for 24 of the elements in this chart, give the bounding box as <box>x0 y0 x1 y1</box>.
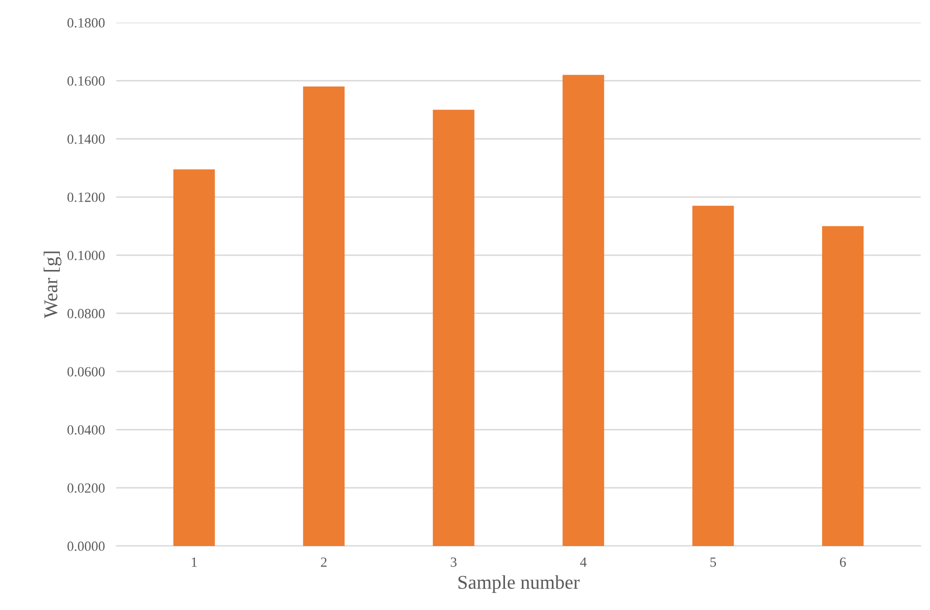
x-tick-label: 3 <box>450 558 457 567</box>
bar <box>822 226 864 546</box>
x-tick-label: 5 <box>710 558 716 567</box>
bar <box>432 110 474 546</box>
y-tick-label: 0.1600 <box>67 76 105 86</box>
bar <box>692 206 734 546</box>
y-tick-label: 0.0800 <box>67 308 105 318</box>
y-tick-label: 0.0000 <box>67 542 105 551</box>
x-tick-label: 4 <box>580 558 587 567</box>
bar <box>173 169 215 546</box>
x-tick-label: 2 <box>320 558 327 567</box>
x-tick-label: 1 <box>192 558 197 567</box>
y-tick-label: 0.1800 <box>67 18 105 28</box>
y-axis-title: Wear [g] <box>44 252 62 318</box>
y-tick-label: 0.1000 <box>67 250 105 260</box>
x-tick-label: 6 <box>840 558 846 567</box>
bar <box>562 74 604 546</box>
x-axis-title: Sample number <box>458 575 580 593</box>
y-tick-label: 0.1200 <box>67 192 105 202</box>
y-tick-label: 0.0600 <box>67 367 105 377</box>
y-tick-label: 0.0200 <box>67 483 105 493</box>
y-tick-label: 0.0400 <box>67 425 105 435</box>
bar <box>303 86 345 546</box>
y-tick-label: 0.1400 <box>67 134 105 144</box>
